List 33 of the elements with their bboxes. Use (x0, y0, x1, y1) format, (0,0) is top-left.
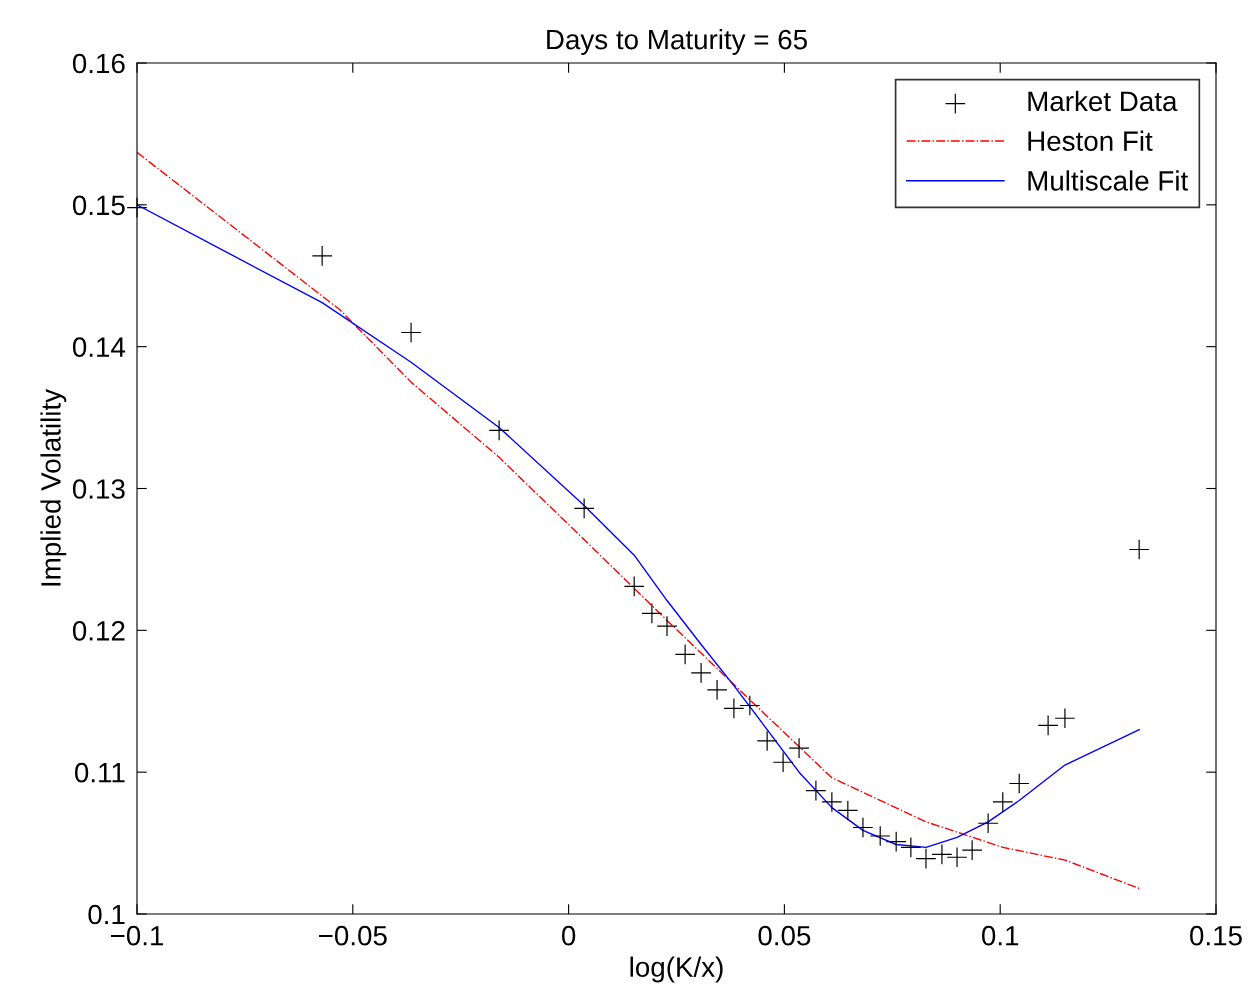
y-axis-title: Implied Volatility (40, 388, 67, 586)
point (947, 847, 967, 868)
point (127, 197, 147, 218)
y-tick-label: 0.11 (74, 762, 125, 783)
y-tick-label: 0.1 (88, 904, 125, 925)
point (1055, 708, 1075, 729)
point (870, 826, 891, 846)
point (916, 848, 936, 869)
point (992, 792, 1013, 812)
point (932, 844, 952, 865)
point (657, 616, 677, 636)
point (401, 322, 421, 343)
x-tick-label: 0 (561, 925, 576, 946)
y-tick-label: 0.15 (72, 195, 125, 216)
x-axis-title: log(K/x) (630, 956, 723, 983)
x-tick-label: 0.15 (1190, 925, 1242, 946)
legend-label: Heston Fit (1028, 130, 1153, 151)
legend-label: Multiscale Fit (1028, 170, 1189, 191)
x-tick-label: −0.05 (319, 925, 387, 946)
point (853, 817, 873, 838)
y-tick-label: 0.16 (72, 53, 125, 74)
point (822, 792, 842, 812)
y-tick-label: 0.14 (72, 337, 126, 358)
x-tick-label: 0.1 (981, 925, 1019, 946)
point (757, 731, 777, 751)
point (789, 738, 809, 758)
x-tick-label: 0.05 (758, 925, 811, 946)
point (707, 680, 727, 700)
chart-title: Days to Maturity = 65 (547, 28, 807, 55)
y-tick-label: 0.12 (72, 621, 125, 641)
legend-label: Market Data (1028, 90, 1178, 112)
x-tick-label: −0.1 (110, 925, 164, 946)
y-tick-label: 0.13 (72, 479, 125, 499)
